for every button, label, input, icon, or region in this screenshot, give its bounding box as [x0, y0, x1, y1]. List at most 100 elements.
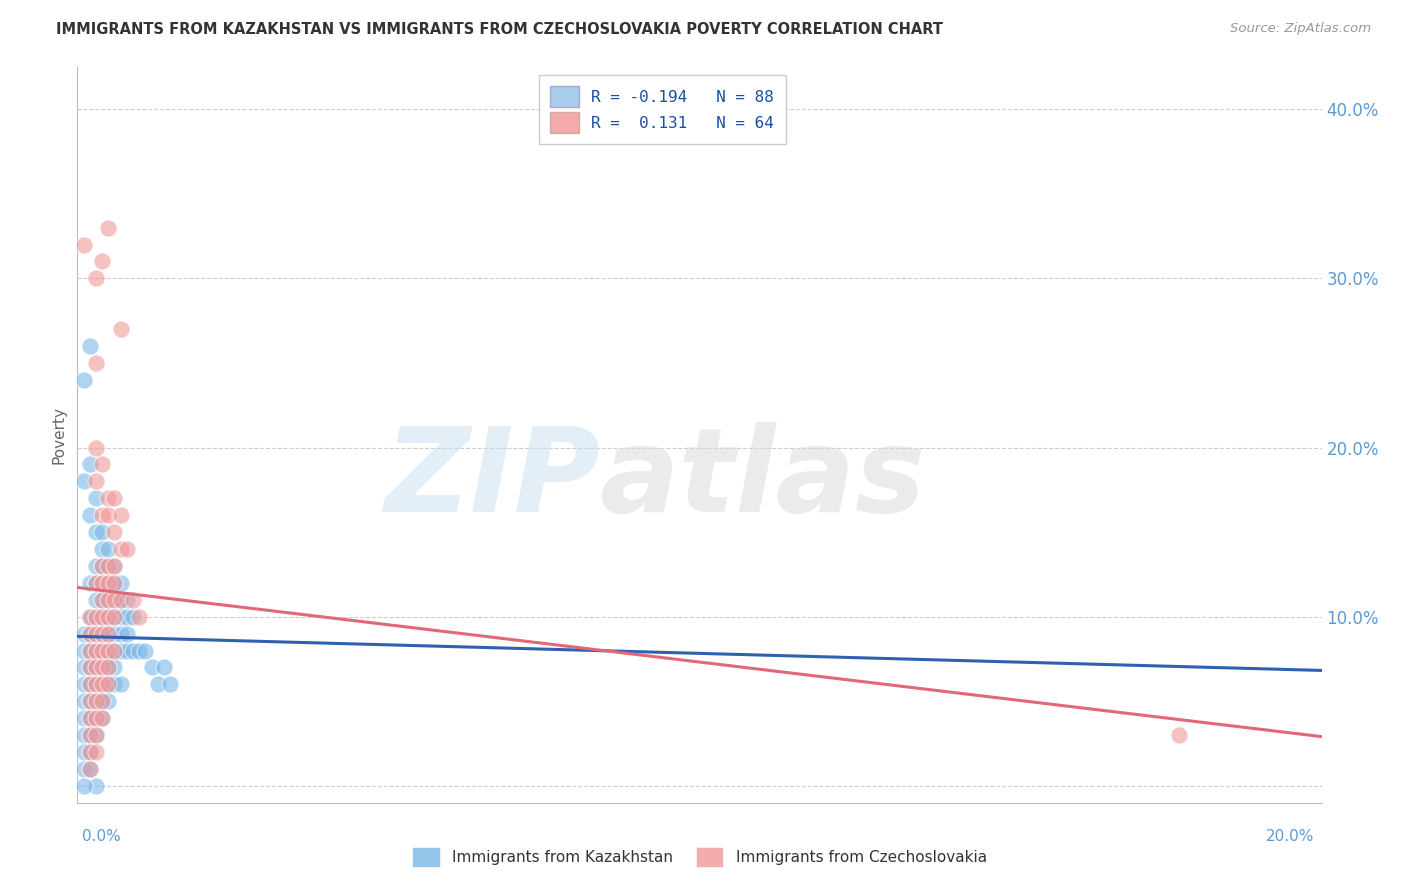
Point: [110, 575, 132, 590]
Point: [91, 643, 114, 657]
Point: [91, 643, 114, 657]
Point: [84, 711, 107, 725]
Point: [128, 643, 150, 657]
Point: [122, 592, 145, 607]
Point: [79, 575, 101, 590]
Point: [97, 694, 120, 708]
Point: [84, 626, 107, 640]
Point: [91, 626, 114, 640]
Point: [97, 609, 120, 624]
Point: [91, 677, 114, 691]
Point: [97, 558, 120, 573]
Point: [1168, 728, 1191, 742]
Point: [159, 677, 181, 691]
Point: [110, 508, 132, 523]
Point: [97, 542, 120, 557]
Point: [103, 677, 125, 691]
Point: [79, 728, 101, 742]
Point: [79, 711, 101, 725]
Point: [134, 643, 156, 657]
Point: [97, 677, 120, 691]
Point: [79, 745, 101, 759]
Point: [72, 728, 94, 742]
Point: [84, 441, 107, 455]
Point: [91, 711, 114, 725]
Point: [103, 626, 125, 640]
Point: [97, 491, 120, 506]
Point: [115, 626, 138, 640]
Point: [84, 575, 107, 590]
Point: [91, 458, 114, 472]
Point: [91, 542, 114, 557]
Point: [97, 558, 120, 573]
Y-axis label: Poverty: Poverty: [52, 406, 67, 464]
Point: [72, 475, 94, 489]
Point: [79, 609, 101, 624]
Point: [103, 660, 125, 674]
Point: [84, 745, 107, 759]
Point: [91, 609, 114, 624]
Point: [103, 491, 125, 506]
Point: [97, 575, 120, 590]
Point: [97, 592, 120, 607]
Point: [91, 626, 114, 640]
Point: [103, 558, 125, 573]
Point: [115, 542, 138, 557]
Point: [110, 609, 132, 624]
Point: [79, 609, 101, 624]
Text: 20.0%: 20.0%: [1267, 830, 1315, 844]
Point: [103, 525, 125, 540]
Point: [91, 575, 114, 590]
Point: [84, 694, 107, 708]
Point: [91, 558, 114, 573]
Legend: Immigrants from Kazakhstan, Immigrants from Czechoslovakia: Immigrants from Kazakhstan, Immigrants f…: [404, 838, 995, 876]
Point: [115, 643, 138, 657]
Point: [79, 339, 101, 353]
Point: [79, 677, 101, 691]
Point: [91, 660, 114, 674]
Point: [91, 711, 114, 725]
Point: [103, 643, 125, 657]
Point: [97, 643, 120, 657]
Point: [79, 508, 101, 523]
Point: [72, 677, 94, 691]
Point: [110, 626, 132, 640]
Point: [91, 660, 114, 674]
Point: [97, 626, 120, 640]
Point: [84, 779, 107, 793]
Text: atlas: atlas: [600, 422, 927, 536]
Point: [97, 609, 120, 624]
Point: [103, 592, 125, 607]
Point: [79, 660, 101, 674]
Point: [97, 660, 120, 674]
Point: [72, 660, 94, 674]
Point: [128, 609, 150, 624]
Point: [79, 660, 101, 674]
Point: [110, 322, 132, 336]
Point: [91, 575, 114, 590]
Point: [84, 609, 107, 624]
Point: [122, 609, 145, 624]
Point: [84, 677, 107, 691]
Point: [79, 694, 101, 708]
Point: [91, 508, 114, 523]
Point: [103, 643, 125, 657]
Point: [146, 677, 169, 691]
Point: [72, 779, 94, 793]
Point: [84, 558, 107, 573]
Point: [84, 475, 107, 489]
Point: [84, 660, 107, 674]
Point: [103, 609, 125, 624]
Point: [84, 609, 107, 624]
Point: [91, 609, 114, 624]
Point: [103, 609, 125, 624]
Point: [153, 660, 176, 674]
Point: [79, 626, 101, 640]
Point: [97, 626, 120, 640]
Text: ZIP: ZIP: [384, 422, 600, 536]
Point: [79, 711, 101, 725]
Point: [91, 694, 114, 708]
Point: [79, 643, 101, 657]
Point: [97, 677, 120, 691]
Point: [72, 643, 94, 657]
